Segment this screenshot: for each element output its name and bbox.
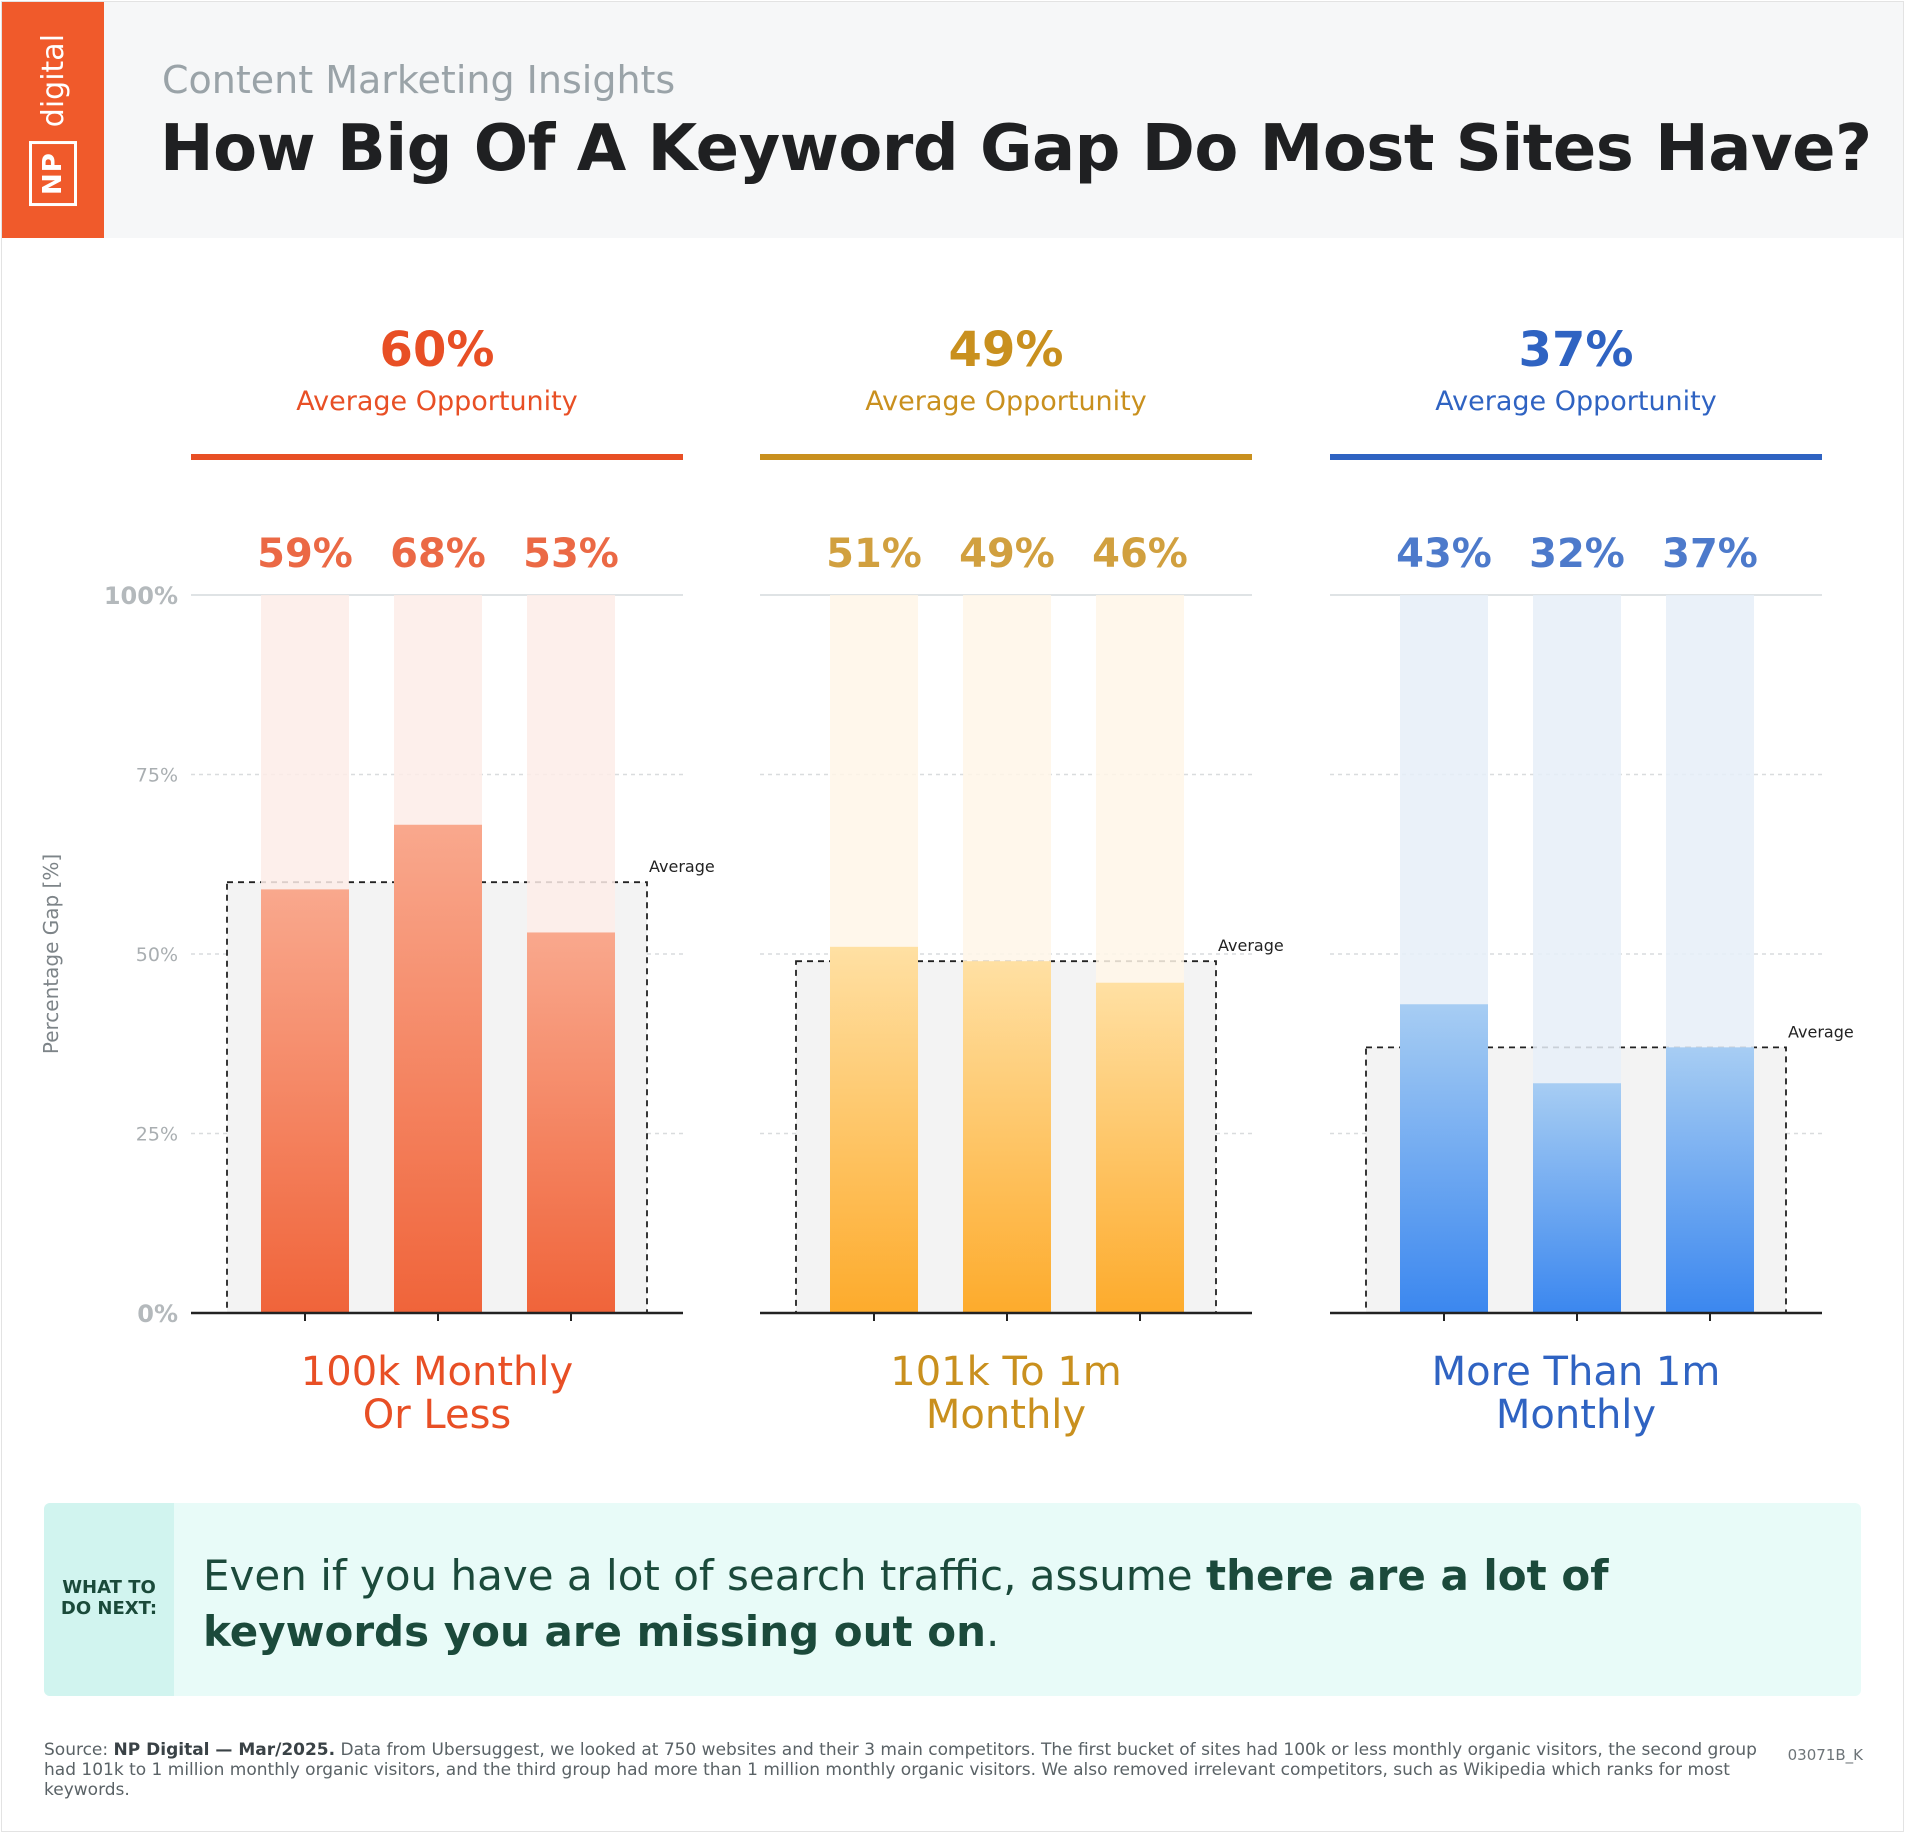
group-average-value: 37% xyxy=(1519,322,1634,378)
bar xyxy=(1666,1047,1754,1313)
header-band xyxy=(2,2,1903,238)
bar xyxy=(1533,1083,1621,1313)
category-label-line2: Or Less xyxy=(363,1392,512,1438)
y-tick-label: 25% xyxy=(136,1124,178,1146)
bar-value-label: 49% xyxy=(959,531,1055,577)
average-label: Average xyxy=(649,857,715,876)
group-accent-line xyxy=(191,454,683,460)
callout-tag-line2: DO NEXT: xyxy=(60,1598,158,1619)
category-label-line2: Monthly xyxy=(1496,1392,1656,1438)
group-average-caption: Average Opportunity xyxy=(1435,386,1717,417)
logo-wordmark: digital xyxy=(35,33,71,128)
average-label: Average xyxy=(1788,1022,1854,1041)
category-label-line1: 101k To 1m xyxy=(890,1349,1121,1395)
bar xyxy=(1400,1004,1488,1313)
bar-value-label: 46% xyxy=(1092,531,1188,577)
y-tick-label: 75% xyxy=(136,765,178,787)
bar xyxy=(1096,982,1184,1313)
bar-value-label: 51% xyxy=(826,531,922,577)
page-subtitle: Content Marketing Insights xyxy=(162,58,676,102)
np-digital-logo: NP digital xyxy=(2,2,104,238)
category-label-line1: More Than 1m xyxy=(1432,1349,1721,1395)
bar-value-label: 32% xyxy=(1529,531,1625,577)
callout-text-bold: there are a lot of keywords you are miss… xyxy=(203,1551,1609,1656)
bar xyxy=(830,946,918,1313)
source-text: Data from Ubersuggest, we looked at 750 … xyxy=(44,1740,1757,1800)
category-label-line2: Monthly xyxy=(926,1392,1086,1438)
what-to-do-callout xyxy=(44,1503,1861,1696)
logo-np-mark: NP xyxy=(29,141,77,207)
bar-group-0: 60% Average Opportunity Average 59% 68% 53% 10… xyxy=(191,322,715,1438)
group-average-value: 60% xyxy=(380,322,495,378)
bar xyxy=(261,889,349,1313)
source-note: Source: NP Digital — Mar/2025. Data from… xyxy=(44,1740,1784,1800)
bar-group-1: 49% Average Opportunity Average 51% 49% 46% 10… xyxy=(760,322,1284,1438)
bar-value-label: 68% xyxy=(390,531,486,577)
source-attribution: NP Digital — Mar/2025. xyxy=(113,1740,336,1760)
callout-text-plain: Even if you have a lot of search traffic… xyxy=(203,1551,1206,1600)
callout-tag: WHAT TO DO NEXT: xyxy=(44,1503,174,1696)
average-label: Average xyxy=(1218,936,1284,955)
callout-tag-line1: WHAT TO xyxy=(62,1577,156,1598)
y-tick-label: 100% xyxy=(104,582,178,610)
callout-text: Even if you have a lot of search traffic… xyxy=(203,1548,1843,1660)
y-tick-label: 0% xyxy=(137,1300,178,1328)
bar xyxy=(963,961,1051,1313)
category-label-line1: 100k Monthly xyxy=(301,1349,573,1395)
bar-value-label: 53% xyxy=(523,531,619,577)
bar xyxy=(394,824,482,1313)
page-title: How Big Of A Keyword Gap Do Most Sites H… xyxy=(160,112,1872,186)
bar-group-2: 37% Average Opportunity Average 43% 32% 37% Mo… xyxy=(1330,322,1854,1438)
bar-value-label: 59% xyxy=(257,531,353,577)
y-tick-label: 50% xyxy=(136,944,178,966)
group-accent-line xyxy=(1330,454,1822,460)
bar-value-label: 43% xyxy=(1396,531,1492,577)
keyword-gap-chart: Percentage Gap [%] 0% 25% 50% 75% 100% 60% Aver… xyxy=(39,322,1854,1438)
group-average-caption: Average Opportunity xyxy=(296,386,578,417)
y-axis-label: Percentage Gap [%] xyxy=(39,854,63,1054)
bar-value-label: 37% xyxy=(1662,531,1758,577)
group-average-value: 49% xyxy=(949,322,1064,378)
bar xyxy=(527,932,615,1313)
group-accent-line xyxy=(760,454,1252,460)
callout-text-end: . xyxy=(986,1607,1000,1656)
infographic-code: 03071B_K xyxy=(1787,1746,1863,1764)
source-label: Source: xyxy=(44,1740,109,1760)
group-average-caption: Average Opportunity xyxy=(865,386,1147,417)
